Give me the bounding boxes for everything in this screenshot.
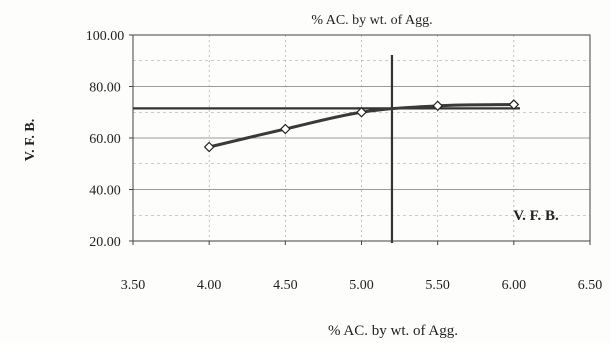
reference-lines xyxy=(133,55,520,243)
x-tick-label: 3.50 xyxy=(121,278,146,293)
data-point-marker xyxy=(432,100,444,112)
data-series xyxy=(203,99,520,153)
tick-labels: 20.00 40.00 60.00 80.00 100.00 3.50 4.00 4.50 5.… xyxy=(86,29,603,293)
data-point-marker xyxy=(203,141,215,153)
x-tick-label: 4.50 xyxy=(273,278,298,293)
x-tick-label: 6.50 xyxy=(578,278,603,293)
y-tick-label: 40.00 xyxy=(89,184,121,199)
y-tick-label: 20.00 xyxy=(89,235,121,250)
data-point-marker xyxy=(279,123,291,135)
data-point-marker xyxy=(508,99,520,110)
x-tick-label: 5.00 xyxy=(349,278,374,293)
x-tick-label: 6.00 xyxy=(502,278,527,293)
y-tick-label: 100.00 xyxy=(86,29,125,44)
data-point-marker xyxy=(356,106,367,118)
x-tick-label: 4.00 xyxy=(197,278,222,293)
y-tick-label: 80.00 xyxy=(89,81,121,96)
series-annotation: V. F. B. xyxy=(513,208,559,224)
chart-title: % AC. by wt. of Agg. xyxy=(311,13,432,28)
x-tick-label: 5.50 xyxy=(425,278,450,293)
x-axis-label: % AC. by wt. of Agg. xyxy=(328,323,458,339)
axes xyxy=(129,34,591,245)
y-tick-label: 60.00 xyxy=(89,132,121,147)
y-axis-label: V. F. B. xyxy=(23,119,38,161)
